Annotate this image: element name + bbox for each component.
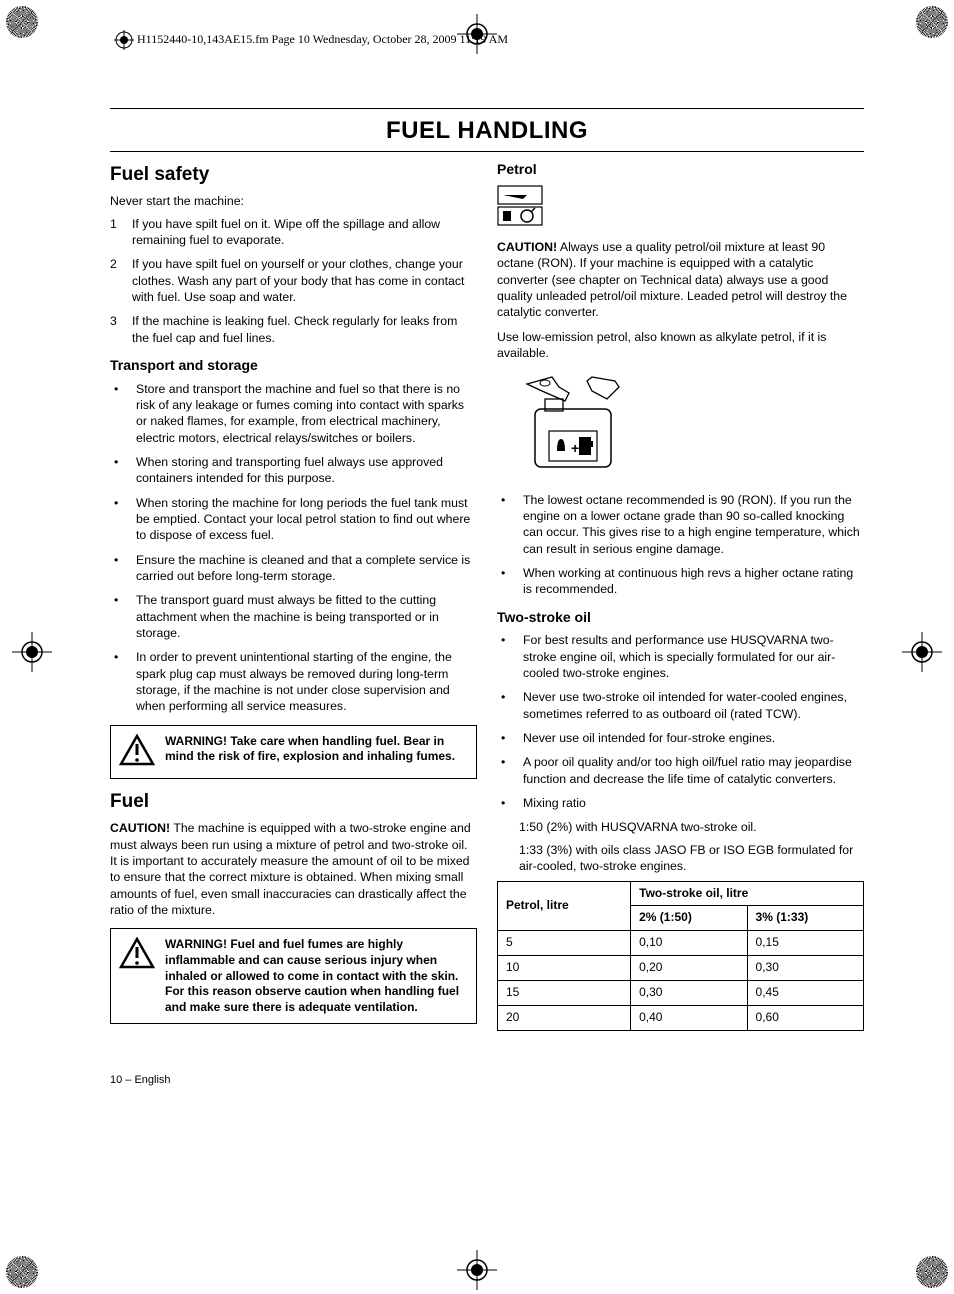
list-item: Mixing ratio <box>523 795 586 811</box>
warning-text: WARNING! Fuel and fuel fumes are highly … <box>165 937 468 1015</box>
crop-mark-tr <box>916 6 948 38</box>
table-header: Two-stroke oil, litre <box>631 881 864 906</box>
warning-icon <box>119 734 155 770</box>
list-item: If the machine is leaking fuel. Check re… <box>132 313 477 346</box>
list-item: The lowest octane recommended is 90 (RON… <box>523 492 864 557</box>
list-item: The transport guard must always be fitte… <box>136 592 477 641</box>
fuel-caution-para: CAUTION! The machine is equipped with a … <box>110 820 477 918</box>
never-start-list: 1If you have spilt fuel on it. Wipe off … <box>110 216 477 346</box>
list-item: When working at continuous high revs a h… <box>523 565 864 598</box>
list-item: Never use two-stroke oil intended for wa… <box>523 689 864 722</box>
reg-mark-bottom <box>457 1250 497 1290</box>
crop-mark-bl <box>6 1256 38 1288</box>
list-item: If you have spilt fuel on it. Wipe off t… <box>132 216 477 249</box>
list-item: Ensure the machine is cleaned and that a… <box>136 552 477 585</box>
petrol-caution-para: CAUTION! Always use a quality petrol/oil… <box>497 239 864 321</box>
main-title: FUEL HANDLING <box>110 109 864 151</box>
caution-label: CAUTION! <box>110 821 170 835</box>
heading-twostroke: Two-stroke oil <box>497 608 864 627</box>
list-item: Store and transport the machine and fuel… <box>136 381 477 446</box>
caution-label: CAUTION! <box>497 240 557 254</box>
table-header: Petrol, litre <box>498 881 631 931</box>
fuel-can-illustration: + <box>497 369 864 483</box>
header-text: H1152440-10,143AE15.fm Page 10 Wednesday… <box>137 32 508 46</box>
table-row: 20 0,40 0,60 <box>498 1006 864 1031</box>
heading-fuel: Fuel <box>110 789 477 814</box>
list-item: In order to prevent unintentional starti… <box>136 649 477 714</box>
mixing-table: Petrol, litre Two-stroke oil, litre 2% (… <box>497 881 864 1032</box>
page-footer: 10 – English <box>110 1074 864 1086</box>
right-column: Petrol CAUTION! Always use a quality pet… <box>497 158 864 1034</box>
transport-list: Store and transport the machine and fuel… <box>110 381 477 715</box>
list-item: A poor oil quality and/or too high oil/f… <box>523 754 864 787</box>
table-header: 2% (1:50) <box>631 906 747 931</box>
warning-box-1: WARNING! Take care when handling fuel. B… <box>110 725 477 779</box>
crop-mark-br <box>916 1256 948 1288</box>
list-item: When storing the machine for long period… <box>136 495 477 544</box>
table-row: 10 0,20 0,30 <box>498 956 864 981</box>
reg-mark-left <box>12 632 52 672</box>
heading-petrol: Petrol <box>497 160 864 179</box>
crop-mark-tl <box>6 6 38 38</box>
twostroke-list: For best results and performance use HUS… <box>497 632 864 811</box>
warning-box-2: WARNING! Fuel and fuel fumes are highly … <box>110 928 477 1024</box>
heading-transport: Transport and storage <box>110 356 477 375</box>
petrol-pump-icon <box>497 185 864 231</box>
reg-mark-right <box>902 632 942 672</box>
table-row: 15 0,30 0,45 <box>498 981 864 1006</box>
list-item: For best results and performance use HUS… <box>523 632 864 681</box>
list-item: When storing and transporting fuel alway… <box>136 454 477 487</box>
petrol-low-emission: Use low-emission petrol, also known as a… <box>497 329 864 362</box>
heading-fuel-safety: Fuel safety <box>110 162 477 187</box>
list-item: If you have spilt fuel on yourself or yo… <box>132 256 477 305</box>
mix-line-2: 1:33 (3%) with oils class JASO FB or ISO… <box>497 842 864 875</box>
table-row: 5 0,10 0,15 <box>498 931 864 956</box>
left-column: Fuel safety Never start the machine: 1If… <box>110 158 477 1034</box>
list-item: Never use oil intended for four-stroke e… <box>523 730 775 746</box>
never-start-intro: Never start the machine: <box>110 193 477 209</box>
petrol-list: The lowest octane recommended is 90 (RON… <box>497 492 864 598</box>
warning-icon <box>119 937 155 973</box>
table-header: 3% (1:33) <box>747 906 863 931</box>
page-file-header: H1152440-10,143AE15.fm Page 10 Wednesday… <box>114 30 508 50</box>
svg-text:+: + <box>571 440 579 456</box>
warning-text: WARNING! Take care when handling fuel. B… <box>165 734 468 765</box>
mix-line-1: 1:50 (2%) with HUSQVARNA two-stroke oil. <box>497 819 864 835</box>
